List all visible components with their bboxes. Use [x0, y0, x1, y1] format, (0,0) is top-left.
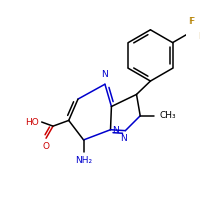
Text: HO: HO — [25, 118, 39, 127]
Text: N: N — [102, 70, 108, 79]
Text: O: O — [43, 142, 50, 151]
Text: N: N — [112, 126, 119, 135]
Text: F: F — [189, 17, 194, 26]
Text: N: N — [120, 134, 127, 143]
Text: F: F — [188, 17, 193, 26]
Text: F: F — [198, 32, 200, 41]
Text: NH₂: NH₂ — [75, 156, 92, 165]
Text: CH₃: CH₃ — [159, 111, 176, 120]
